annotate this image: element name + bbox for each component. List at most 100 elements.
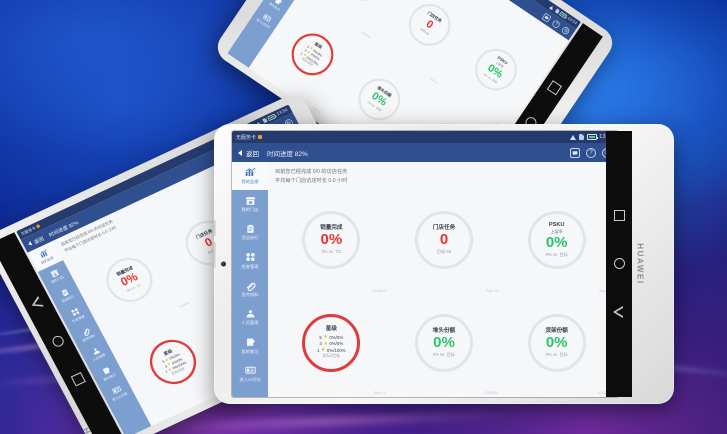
sidebar-nav: 我的业绩我的门店活店执行检查管理宣传材料人员管理我的笔记进入AI识别 [232,162,268,397]
sim-icon [262,117,268,124]
kpi-ring: 星级 5 ★ 0%/0% 3 ★ 0%/0% 1 ★ 0%/100% 实际/目标 [283,25,342,84]
sim-icon [579,134,585,140]
kpi-subtitle: 上架率 [550,229,563,235]
sidebar-item-8[interactable]: 进入AI识别 [249,4,282,35]
note-edit-icon [273,0,284,6]
summary-info: 目前您已经完成 0/0 的访店任务 平均每个门店访店时长 0.0 小时 [275,168,613,186]
wifi-icon [569,134,577,140]
sidebar-item-5[interactable]: 宣传材料 [232,275,268,303]
sidebar-item-7[interactable]: 我的笔记 [232,332,268,360]
kpi-star-row: 3 ★ 0%/0% [319,341,343,347]
sidebar-item-6[interactable]: 人员管理 [79,338,115,369]
ai-card-icon [261,13,272,23]
sidebar-item-4[interactable]: 检查管理 [59,299,95,330]
kpi-value: 0% [545,333,568,351]
android-navbar[interactable] [606,131,632,397]
note-edit-icon [100,366,111,377]
sidebar-item-2[interactable]: 我的门店 [232,190,268,218]
kpi-title: 星级 [325,326,337,333]
back-button-label[interactable]: 返回 [246,150,259,158]
kpi-title: 门店任务 [432,225,456,232]
kpi-value: 0% [433,333,455,351]
sidebar-item-3[interactable]: 活店执行 [48,280,84,311]
wifi-icon [549,5,555,11]
grid-icon [245,252,256,262]
store-icon [245,196,256,206]
clipboard-icon [59,288,70,299]
kpi-title: 货架份额 [545,327,568,334]
sidebar-item-2[interactable]: 我的门店 [38,260,74,291]
help-icon[interactable]: ? [586,147,596,158]
sidebar-item-4[interactable]: 检查管理 [232,247,268,275]
back-triangle-icon[interactable] [613,306,624,319]
recents-square-icon[interactable] [613,209,625,221]
sidebar-item-6[interactable]: 人员管理 [232,303,268,331]
chevron-left-icon[interactable] [27,240,33,247]
recents-square-icon[interactable] [70,372,86,387]
sidebar-item-1[interactable]: 我的业绩 [27,240,64,273]
device-screen: 无服务卡 13:54 [232,131,618,397]
sidebar-item-7[interactable]: 我的笔记 [260,0,293,19]
main-content: 目前您已经完成 0/0 的访店任务 平均每个门店访店时长 0.0 小时 销量完成… [268,162,618,397]
back-triangle-icon[interactable] [30,296,45,311]
home-circle-icon[interactable] [50,334,66,349]
home-circle-icon[interactable] [613,257,625,269]
settings-gear-icon[interactable] [561,25,572,36]
chart-bar-icon [38,249,49,260]
sidebar-item-label: 我的门店 [241,207,259,213]
sidebar-item-3[interactable]: 活店执行 [232,219,268,247]
sidebar-item-label: 检查管理 [241,263,259,269]
volume-button[interactable] [212,220,216,236]
sidebar-item-label: 我的业绩 [241,178,259,184]
power-button[interactable] [212,242,216,268]
kpi-title: 销量完成 [320,225,343,232]
kpi-footer: 0% vs. 目标 [432,351,456,357]
sidebar-nav: 我的业绩我的门店活店执行检查管理宣传材料人员管理我的笔记进入AI识别 [27,240,152,434]
help-icon[interactable]: ? [551,19,562,30]
kpi-value: 0 [439,231,449,249]
battery-icon [586,134,598,140]
sidebar-item-1[interactable]: 我的业绩 [232,162,268,191]
sidebar-item-7[interactable]: 我的笔记 [90,358,126,389]
kpi-star-value: 0%/100% [326,347,346,353]
info-line: 目前您已经完成 0/0 的访店任务 [275,169,348,175]
kpi-title: 堆头份额 [432,327,456,334]
sidebar-item-8[interactable]: 进入AI识别 [232,360,268,388]
sidebar-item-label: 进入AI识别 [239,376,261,382]
kpi-footer: 0% vs. TG [321,249,342,255]
kpi-star-row: 5 ★ 0%/0% [319,334,343,340]
kpi-ring: 星级 5 ★ 0%/0% 3 ★ 0%/0% 1 ★ 0%/100% 实际/目标 [302,313,361,372]
paperclip-icon [245,281,256,291]
brand-logo: HUAWEI [635,243,645,285]
people-icon [90,346,101,357]
kpi-star-row: 1 ★ 0%/100% [317,347,346,353]
page-title: 时间进度 82% [267,150,308,158]
sidebar-item-5[interactable]: 宣传材料 [69,319,105,350]
kpi-title: PSKU [548,222,565,229]
recents-square-icon[interactable] [546,79,562,95]
kpi-star-count: 3 [319,341,322,347]
carrier-label: 无服务卡 [236,134,257,141]
kpi-value: 0% [545,234,568,252]
message-icon[interactable] [570,147,580,158]
kpi-star-count: 5 [319,334,322,340]
kpi-value: 0% [320,231,343,249]
back-button-label[interactable]: 返回 [33,235,45,245]
device-screen: 无服务卡 13:54 [227,0,582,208]
statusbar-left: 无服务卡 [236,134,263,141]
message-icon[interactable] [541,12,552,23]
chevron-left-icon[interactable] [238,149,242,156]
sidebar-item-8[interactable]: 进入AI识别 [100,377,136,408]
kpi-star-value: 0%/0% [329,341,344,347]
